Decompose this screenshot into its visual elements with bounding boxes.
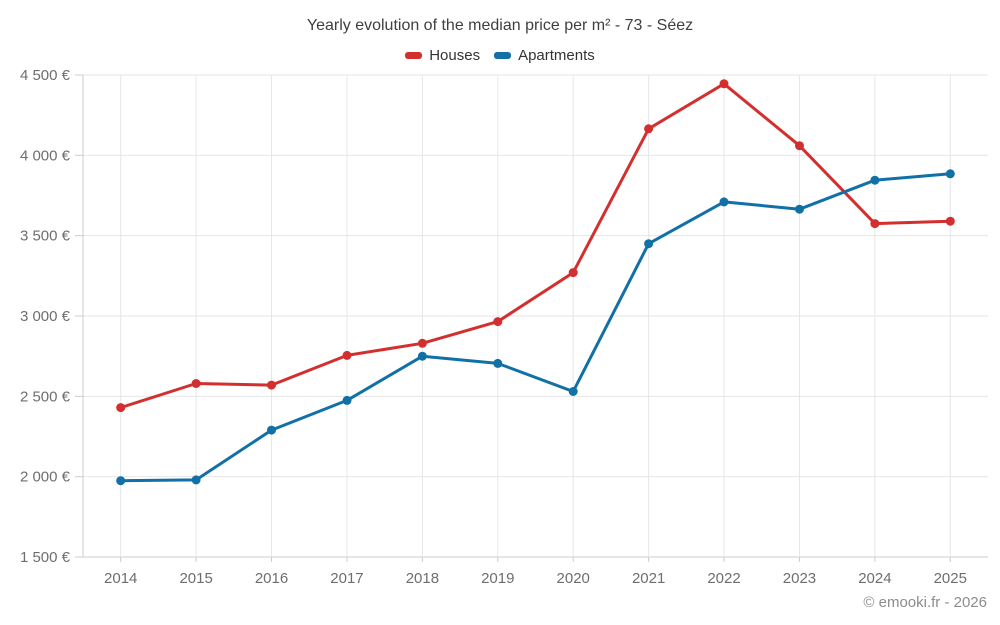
data-point-apartments-2019[interactable] [493,358,503,368]
data-point-houses-2020[interactable] [568,268,578,278]
data-point-apartments-2025[interactable] [945,169,955,179]
y-axis-label: 1 500 € [20,549,71,566]
x-axis-label: 2017 [330,570,363,587]
data-point-apartments-2017[interactable] [342,395,352,405]
y-axis-label: 4 500 € [20,67,71,84]
x-axis-label: 2016 [255,570,288,587]
data-point-apartments-2018[interactable] [417,351,427,361]
data-point-houses-2017[interactable] [342,350,352,360]
data-point-houses-2022[interactable] [719,79,729,89]
data-point-houses-2019[interactable] [493,317,503,327]
data-point-houses-2023[interactable] [795,141,804,151]
x-axis-label: 2019 [481,570,514,587]
y-axis-label: 3 000 € [20,308,71,325]
data-point-houses-2021[interactable] [644,124,654,134]
x-axis-label: 2015 [179,570,212,587]
legend-item-apartments[interactable]: Apartments [494,47,595,64]
y-axis-label: 3 500 € [20,228,71,245]
series-line-apartments [119,172,952,483]
data-point-apartments-2021[interactable] [644,239,654,249]
data-point-apartments-2022[interactable] [719,197,729,207]
x-axis-label: 2022 [707,570,740,587]
x-axis-label: 2025 [934,570,967,587]
data-point-apartments-2015[interactable] [191,475,201,485]
data-point-houses-2025[interactable] [945,216,955,226]
x-axis-label: 2021 [632,570,665,587]
legend: Houses Apartments [0,47,1000,64]
x-axis-label: 2018 [406,570,439,587]
legend-item-houses[interactable]: Houses [405,47,480,64]
legend-swatch-houses [405,52,423,59]
data-point-houses-2015[interactable] [191,379,201,388]
legend-swatch-apartments [494,52,512,59]
data-point-houses-2024[interactable] [870,219,880,229]
y-axis-label: 2 500 € [20,388,71,405]
series-line-houses [119,82,952,410]
data-point-apartments-2020[interactable] [568,387,578,396]
data-point-houses-2016[interactable] [267,380,276,390]
data-point-apartments-2023[interactable] [795,204,804,214]
data-point-houses-2014[interactable] [116,403,126,413]
data-point-apartments-2024[interactable] [870,175,880,185]
data-point-houses-2018[interactable] [417,338,427,348]
y-axis-label: 4 000 € [20,147,71,164]
x-axis-label: 2020 [557,570,590,587]
y-axis-label: 2 000 € [20,469,71,486]
legend-label: Apartments [518,47,595,64]
x-axis-label: 2014 [104,570,137,587]
x-axis-label: 2024 [858,570,891,587]
data-point-apartments-2014[interactable] [116,476,126,486]
legend-label: Houses [429,47,481,64]
chart-title: Yearly evolution of the median price per… [306,17,694,34]
x-axis-label: 2023 [783,570,816,587]
watermark-credit: © emooki.fr - 2026 [863,594,987,611]
data-point-apartments-2016[interactable] [267,425,276,435]
